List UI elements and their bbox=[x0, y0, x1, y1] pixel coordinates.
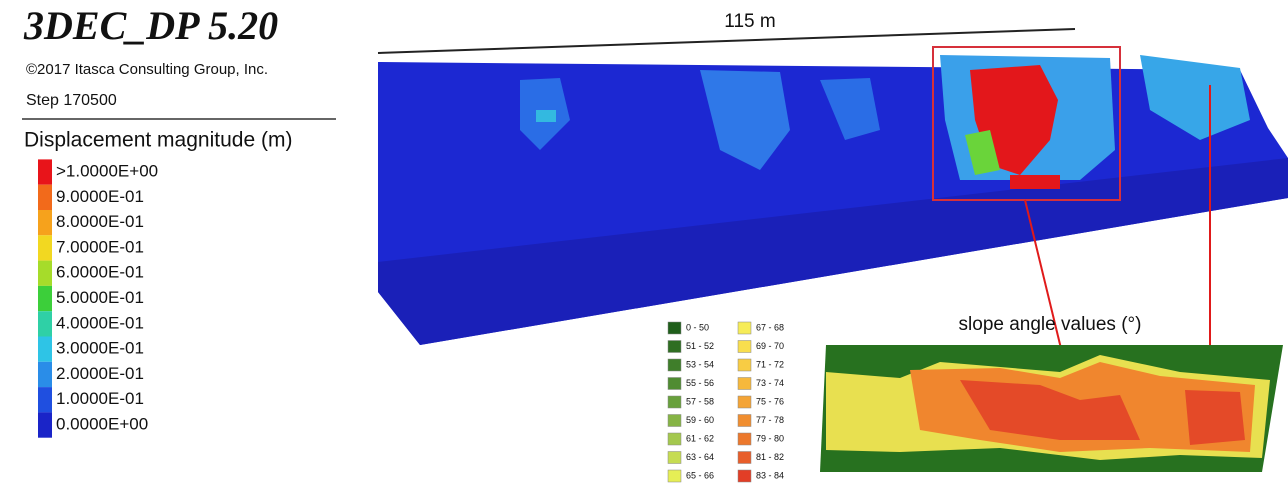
legend-label: 59 - 60 bbox=[686, 415, 714, 425]
legend-swatch bbox=[738, 378, 751, 390]
legend-swatch bbox=[738, 433, 751, 445]
legend-swatch bbox=[668, 396, 681, 408]
legend-label: 67 - 68 bbox=[756, 322, 784, 332]
legend-label: 0.0000E+00 bbox=[56, 414, 148, 433]
legend-label: 51 - 52 bbox=[686, 341, 714, 351]
legend-swatch bbox=[38, 185, 52, 210]
legend-label: 83 - 84 bbox=[756, 470, 784, 480]
legend-swatch bbox=[738, 359, 751, 371]
patch bbox=[536, 110, 556, 122]
legend-swatch bbox=[738, 396, 751, 408]
legend-swatch bbox=[668, 452, 681, 464]
legend-label: 63 - 64 bbox=[686, 452, 714, 462]
legend-label: 79 - 80 bbox=[756, 433, 784, 443]
legend-swatch bbox=[38, 311, 52, 336]
legend-label: 75 - 76 bbox=[756, 396, 784, 406]
legend-swatch bbox=[38, 387, 52, 412]
legend-label: 73 - 74 bbox=[756, 378, 784, 388]
legend-swatch bbox=[38, 159, 52, 184]
legend-swatch bbox=[668, 378, 681, 390]
slope-title: slope angle values (°) bbox=[959, 314, 1142, 335]
legend-label: 65 - 66 bbox=[686, 470, 714, 480]
legend-label: 61 - 62 bbox=[686, 433, 714, 443]
scale-bar bbox=[378, 29, 1075, 53]
legend-swatch bbox=[38, 286, 52, 311]
legend-swatch bbox=[38, 261, 52, 286]
legend-label: 4.0000E-01 bbox=[56, 313, 144, 332]
legend-label: 0 - 50 bbox=[686, 322, 709, 332]
legend-label: 55 - 56 bbox=[686, 378, 714, 388]
legend-swatch bbox=[738, 415, 751, 427]
legend-label: 6.0000E-01 bbox=[56, 263, 144, 282]
legend-label: 5.0000E-01 bbox=[56, 288, 144, 307]
legend-label: 81 - 82 bbox=[756, 452, 784, 462]
figure: 3DEC_DP 5.20 ©2017 Itasca Consulting Gro… bbox=[0, 0, 1288, 490]
legend-label: 71 - 72 bbox=[756, 359, 784, 369]
legend-swatch bbox=[668, 415, 681, 427]
legend-swatch bbox=[668, 433, 681, 445]
slope-band bbox=[1185, 390, 1245, 445]
scale-label: 115 m bbox=[724, 11, 775, 32]
legend-label: 7.0000E-01 bbox=[56, 237, 144, 256]
displacement-legend: >1.0000E+00 9.0000E-01 8.0000E-01 7.0000E-0… bbox=[38, 159, 158, 437]
legend-label: 1.0000E-01 bbox=[56, 389, 144, 408]
step: Step 170500 bbox=[26, 92, 117, 109]
legend-swatch bbox=[38, 362, 52, 387]
legend-label: 57 - 58 bbox=[686, 396, 714, 406]
page: 3DEC_DP 5.20 ©2017 Itasca Consulting Gro… bbox=[0, 0, 1288, 490]
legend-swatch bbox=[668, 341, 681, 353]
app-title: 3DEC_DP 5.20 bbox=[23, 3, 278, 48]
legend-label: 8.0000E-01 bbox=[56, 212, 144, 231]
slope-legend: 0 - 50 51 - 52 53 - 54 55 - 56 57 - 58 59 - 6… bbox=[668, 322, 784, 482]
copyright: ©2017 Itasca Consulting Group, Inc. bbox=[26, 61, 268, 78]
legend-swatch bbox=[668, 359, 681, 371]
legend-swatch bbox=[668, 322, 681, 334]
legend-swatch bbox=[38, 235, 52, 260]
legend-label: >1.0000E+00 bbox=[56, 161, 158, 180]
legend-title: Displacement magnitude (m) bbox=[24, 129, 292, 152]
legend-label: 69 - 70 bbox=[756, 341, 784, 351]
legend-label: 9.0000E-01 bbox=[56, 187, 144, 206]
legend-swatch bbox=[738, 341, 751, 353]
legend-swatch bbox=[738, 322, 751, 334]
legend-label: 3.0000E-01 bbox=[56, 339, 144, 358]
legend-label: 77 - 78 bbox=[756, 415, 784, 425]
legend-label: 2.0000E-01 bbox=[56, 364, 144, 383]
legend-swatch bbox=[738, 452, 751, 464]
slope-map bbox=[820, 345, 1283, 472]
legend-swatch bbox=[668, 470, 681, 482]
legend-swatch bbox=[38, 337, 52, 362]
legend-label: 53 - 54 bbox=[686, 359, 714, 369]
debris bbox=[1010, 175, 1060, 189]
legend-swatch bbox=[38, 412, 52, 437]
legend-swatch bbox=[38, 210, 52, 235]
legend-swatch bbox=[738, 470, 751, 482]
model-view bbox=[378, 29, 1288, 392]
